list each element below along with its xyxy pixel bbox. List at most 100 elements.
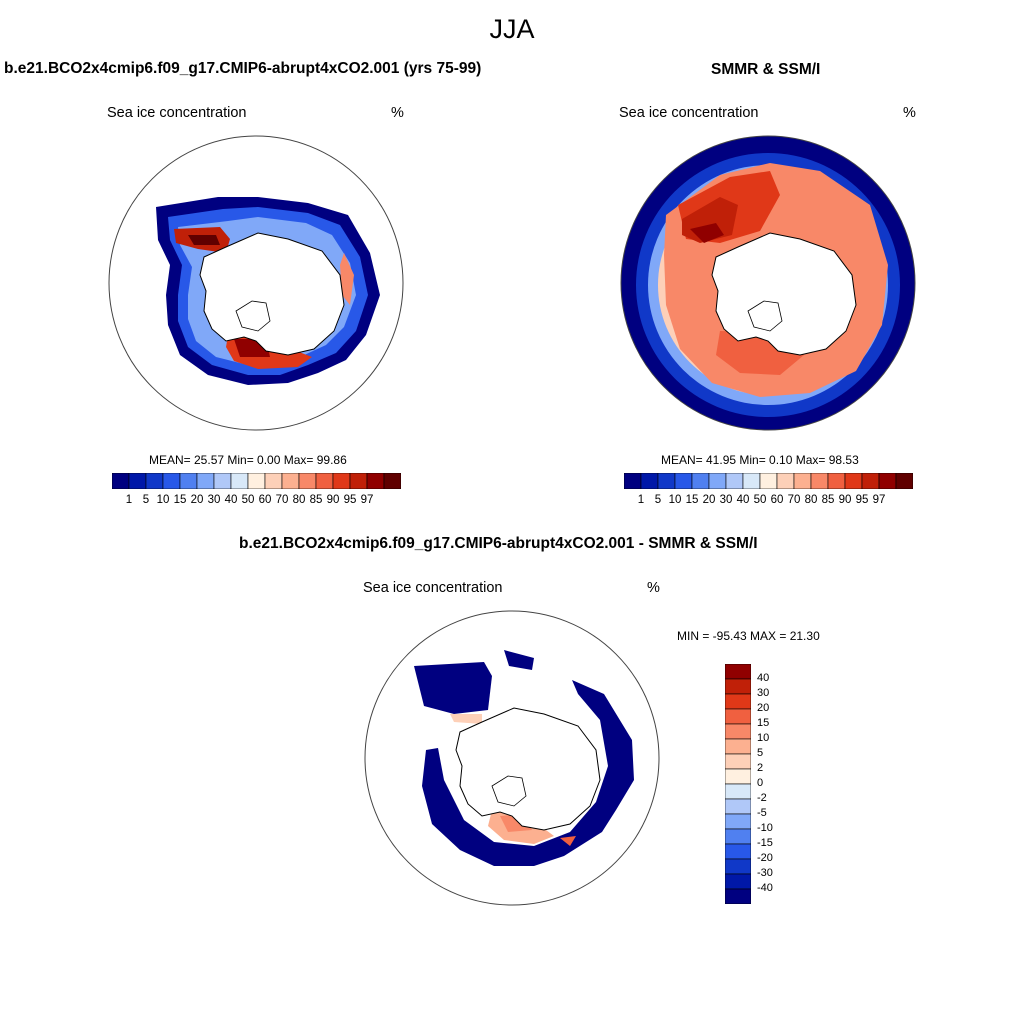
obs-colorbar-box	[674, 473, 693, 489]
model-colorbar-box	[162, 473, 181, 489]
model-units-label: %	[391, 105, 404, 121]
model-antarctica	[199, 232, 345, 356]
diff-colorbar-label: 20	[757, 702, 770, 714]
model-colorbar-box	[383, 473, 401, 489]
diff-colorbar-label: 0	[757, 777, 764, 789]
model-variable-label: Sea ice concentration	[107, 105, 247, 121]
figure-title: JJA	[489, 14, 535, 44]
model-colorbar-labels: 1 5 10 15 20 30 40 50 60 70 80 85 90 95 97	[112, 494, 401, 510]
diff-colorbar-label: -2	[757, 792, 767, 804]
obs-colorbar-box	[895, 473, 913, 489]
model-colorbar-label: 95	[343, 494, 357, 506]
obs-colorbar-box	[742, 473, 761, 489]
model-colorbar-label: 97	[360, 494, 374, 506]
obs-colorbar-box	[657, 473, 676, 489]
model-colorbar-box	[281, 473, 300, 489]
diff-colorbar-label: -5	[757, 807, 767, 819]
diff-antarctica	[455, 707, 601, 831]
obs-colorbar	[624, 473, 913, 489]
diff-colorbar-label: -40	[757, 882, 773, 894]
diff-polar-map	[364, 610, 660, 906]
obs-colorbar-label: 80	[804, 494, 818, 506]
obs-colorbar-box	[793, 473, 812, 489]
diff-colorbar-label: 10	[757, 732, 770, 744]
obs-colorbar-label: 60	[770, 494, 784, 506]
diff-minmax: MIN = -95.43 MAX = 21.30	[677, 629, 820, 643]
model-colorbar-box	[112, 473, 130, 489]
diff-colorbar-label: 40	[757, 672, 770, 684]
diff-colorbar-labels: 40 30 20 15 10 5 2 0 -2 -5 -10 -15 -20 -30 -40	[757, 664, 817, 904]
obs-colorbar-label: 1	[637, 494, 645, 506]
obs-stats: MEAN= 41.95 Min= 0.10 Max= 98.53	[661, 453, 859, 467]
obs-colorbar-box	[691, 473, 710, 489]
diff-colorbar-box	[725, 798, 751, 815]
model-colorbar-box	[179, 473, 198, 489]
diff-colorbar-label: -20	[757, 852, 773, 864]
diff-colorbar-box	[725, 693, 751, 710]
obs-colorbar-label: 40	[736, 494, 750, 506]
model-colorbar-box	[230, 473, 249, 489]
model-colorbar-box	[349, 473, 368, 489]
model-colorbar-box	[247, 473, 266, 489]
obs-colorbar-label: 30	[719, 494, 733, 506]
diff-colorbar-box	[725, 738, 751, 755]
obs-colorbar-label: 50	[753, 494, 767, 506]
obs-colorbar-label: 20	[702, 494, 716, 506]
model-colorbar-label: 90	[326, 494, 340, 506]
diff-colorbar-box	[725, 753, 751, 770]
diff-colorbar-box	[725, 843, 751, 860]
model-colorbar	[112, 473, 401, 489]
model-colorbar-label: 50	[241, 494, 255, 506]
model-colorbar-label: 70	[275, 494, 289, 506]
obs-colorbar-box	[844, 473, 863, 489]
obs-colorbar-label: 90	[838, 494, 852, 506]
model-colorbar-label: 40	[224, 494, 238, 506]
obs-antarctica	[711, 232, 857, 356]
model-colorbar-box	[366, 473, 385, 489]
diff-colorbar-box	[725, 858, 751, 875]
diff-colorbar-box	[725, 813, 751, 830]
model-colorbar-label: 30	[207, 494, 221, 506]
diff-panel-title: b.e21.BCO2x4cmip6.f09_g17.CMIP6-abrupt4x…	[239, 535, 758, 552]
diff-colorbar-box	[725, 678, 751, 695]
model-colorbar-label: 5	[142, 494, 150, 506]
obs-colorbar-box	[861, 473, 880, 489]
model-colorbar-label: 80	[292, 494, 306, 506]
obs-colorbar-box	[624, 473, 642, 489]
model-colorbar-box	[264, 473, 283, 489]
obs-units-label: %	[903, 105, 916, 121]
obs-colorbar-box	[640, 473, 659, 489]
diff-variable-label: Sea ice concentration	[363, 580, 503, 596]
obs-colorbar-box	[759, 473, 778, 489]
obs-colorbar-box	[810, 473, 829, 489]
diff-colorbar-box	[725, 723, 751, 740]
diff-units-label: %	[647, 580, 660, 596]
model-stats: MEAN= 25.57 Min= 0.00 Max= 99.86	[149, 453, 347, 467]
diff-colorbar-box	[725, 873, 751, 890]
model-colorbar-label: 15	[173, 494, 187, 506]
diff-colorbar-box	[725, 828, 751, 845]
diff-colorbar-label: 5	[757, 747, 764, 759]
diff-colorbar-label: 30	[757, 687, 770, 699]
obs-colorbar-box	[878, 473, 897, 489]
obs-colorbar-box	[827, 473, 846, 489]
obs-colorbar-label: 70	[787, 494, 801, 506]
obs-panel-title: SMMR & SSM/I	[711, 61, 821, 78]
obs-colorbar-box	[708, 473, 727, 489]
diff-colorbar-box	[725, 708, 751, 725]
obs-colorbar-label: 15	[685, 494, 699, 506]
model-colorbar-label: 10	[156, 494, 170, 506]
diff-colorbar-label: 2	[757, 762, 764, 774]
model-colorbar-box	[145, 473, 164, 489]
obs-colorbar-label: 97	[872, 494, 886, 506]
model-panel-title: b.e21.BCO2x4cmip6.f09_g17.CMIP6-abrupt4x…	[4, 60, 482, 77]
model-colorbar-box	[213, 473, 232, 489]
diff-colorbar-box	[725, 888, 751, 904]
obs-colorbar-labels: 1 5 10 15 20 30 40 50 60 70 80 85 90 95 97	[624, 494, 913, 510]
obs-polar-map	[620, 135, 916, 431]
obs-colorbar-label: 5	[654, 494, 662, 506]
model-colorbar-box	[332, 473, 351, 489]
diff-colorbar-box	[725, 768, 751, 785]
model-colorbar-box	[298, 473, 317, 489]
model-colorbar-label: 20	[190, 494, 204, 506]
